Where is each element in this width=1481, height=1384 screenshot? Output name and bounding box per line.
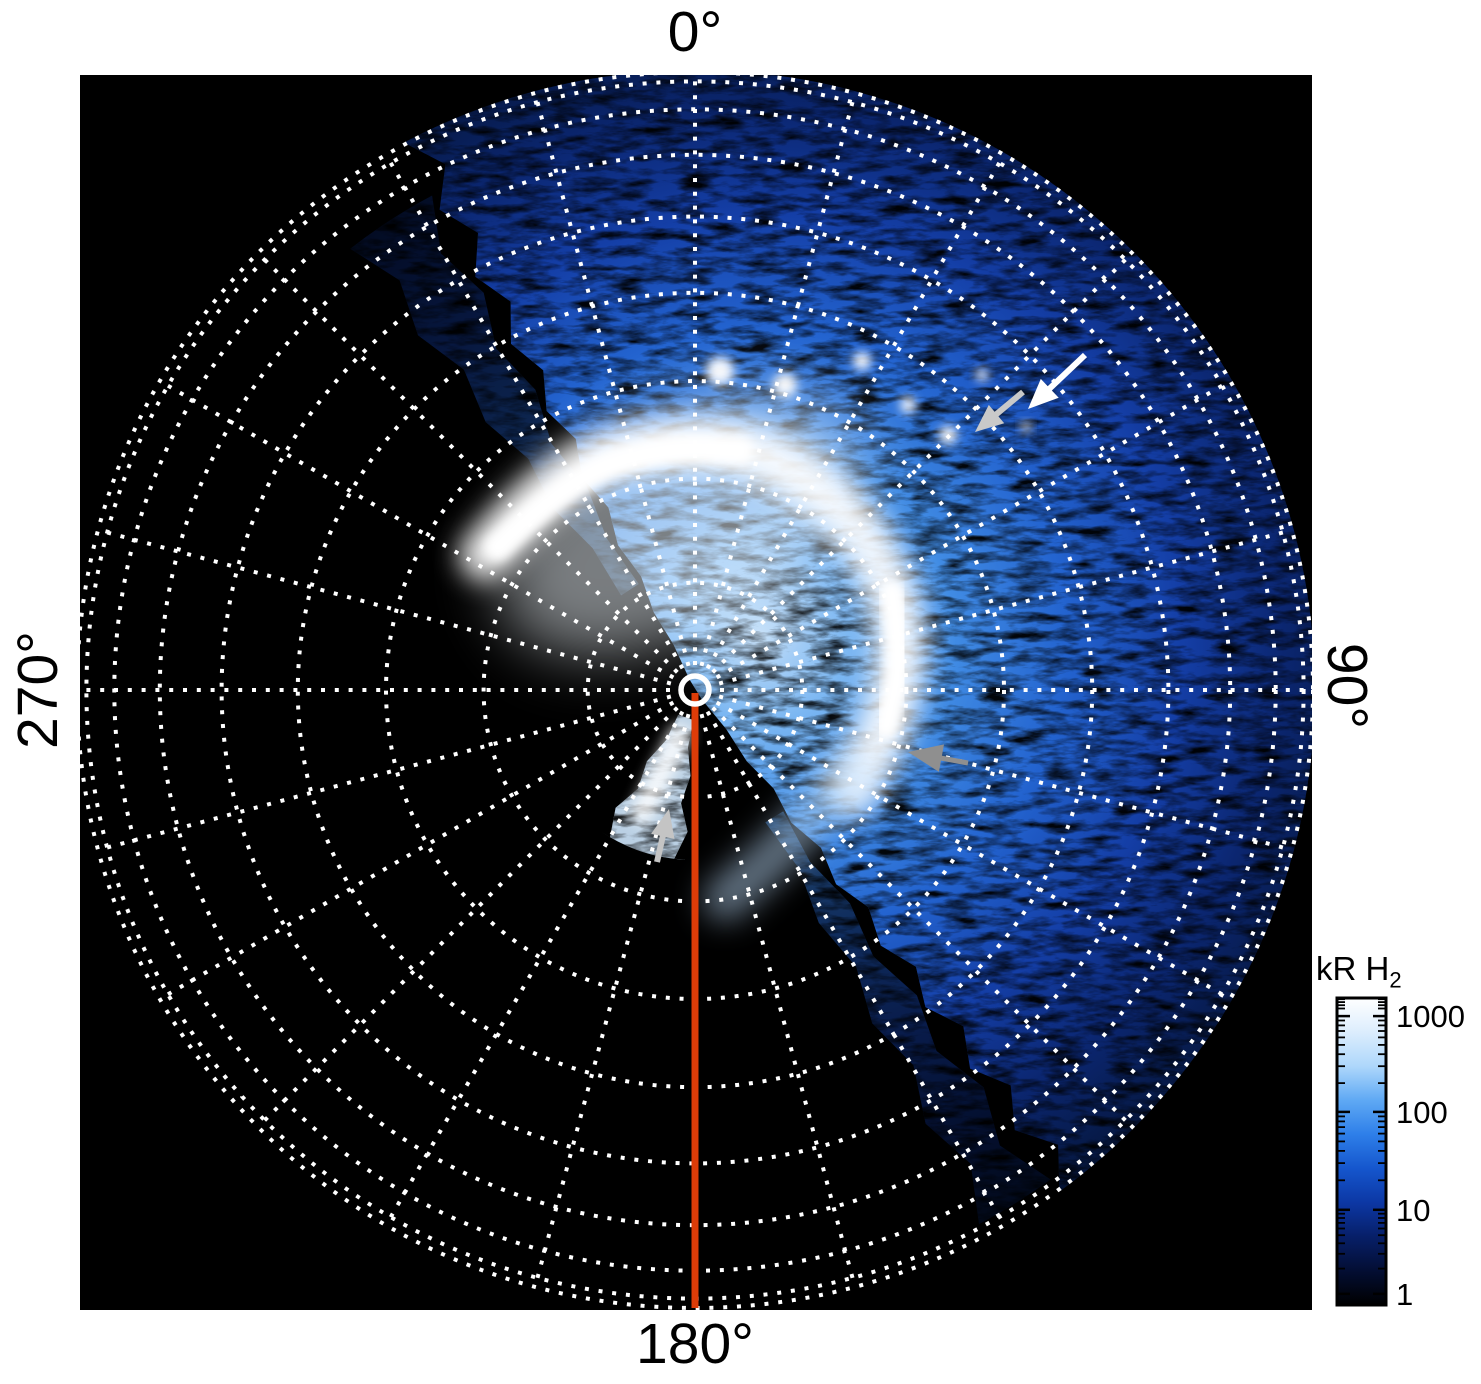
azimuth-ray (384, 153, 685, 670)
azimuth-ray (533, 713, 691, 1288)
plot-area (80, 75, 1312, 1310)
azimuth-ray (715, 379, 1232, 680)
bright-aurora-spot (900, 397, 916, 413)
latitude-ring (157, 152, 1233, 1228)
arrow-light-gray-head (975, 404, 1005, 432)
arrow-gray-shaft (936, 754, 969, 766)
azimuth-ray (705, 153, 1006, 670)
auroral-oval-layer (459, 352, 1031, 921)
annotation-arrow-gray (908, 744, 969, 772)
colorbar-tick-label: 1 (1396, 1277, 1413, 1312)
azimuth-ray (256, 251, 679, 674)
angle-label-270: 270° (6, 631, 70, 749)
annotation-arrow-white (1028, 352, 1088, 409)
swath-sector-main-swath (403, 75, 1312, 1192)
azimuth-ray (711, 706, 1134, 1129)
azimuth-ray (718, 528, 1293, 686)
bright-core-arc-3 (631, 724, 691, 824)
azimuth-ray (384, 710, 685, 1227)
bright-core-arc-1 (484, 434, 754, 561)
annotation-arrow-small-gray (651, 809, 675, 863)
pole-marker-ring (678, 673, 712, 707)
azimuth-ray (158, 700, 675, 1001)
annotation-arrows-layer (651, 352, 1088, 863)
colorbar-title-main: kR H (1316, 950, 1390, 987)
colorbar-tick-label: 10 (1396, 1193, 1430, 1228)
azimuth-ray (711, 251, 1134, 674)
arrow-white-head (1028, 378, 1059, 409)
colorbar: 1000 100 10 1 (1335, 996, 1465, 1312)
colorbar-tick-label: 100 (1396, 1095, 1448, 1130)
bright-aurora-spot (706, 357, 734, 385)
aurora-data-swath-layer (350, 75, 1312, 1225)
arrow-light-gray-shaft (990, 389, 1025, 420)
azimuth-ray (158, 379, 675, 680)
azimuth-ray (533, 92, 691, 667)
azimuth-ray (699, 713, 857, 1288)
bright-aurora-spot (773, 373, 797, 397)
polar-map (80, 75, 1312, 1310)
arrow-small-gray-head (651, 809, 675, 839)
azimuth-ray (97, 694, 672, 852)
angle-label-180: 180° (636, 1312, 754, 1376)
azimuth-ray (97, 528, 672, 686)
colorbar-title: kR H2 (1316, 950, 1402, 994)
azimuth-ray (715, 700, 1232, 1001)
angle-label-90: 90° (1315, 642, 1379, 730)
bright-aurora-spot (976, 369, 988, 381)
swath-sector-lower-fringe (765, 811, 1051, 1225)
latitude-ring (219, 214, 1171, 1166)
colorbar-gradient (1335, 996, 1388, 1307)
bright-aurora-spot (853, 352, 871, 370)
azimuth-ray (699, 92, 857, 667)
arrow-white-shaft (1044, 352, 1088, 394)
azimuth-ray (705, 710, 1006, 1227)
arrow-gray-head (908, 744, 944, 772)
colorbar-tick-label: 1000 (1396, 999, 1465, 1034)
colorbar-title-subscript: 2 (1389, 967, 1402, 993)
azimuth-ray (256, 706, 679, 1129)
annotation-arrow-light-gray (975, 389, 1025, 432)
aurora-tail-wash (703, 753, 872, 921)
bright-core-arc-2 (874, 581, 910, 739)
arrow-small-gray-shaft (654, 830, 667, 863)
azimuth-ray (718, 694, 1293, 852)
bright-aurora-spot (1021, 422, 1031, 432)
angle-label-0: 0° (667, 0, 723, 64)
